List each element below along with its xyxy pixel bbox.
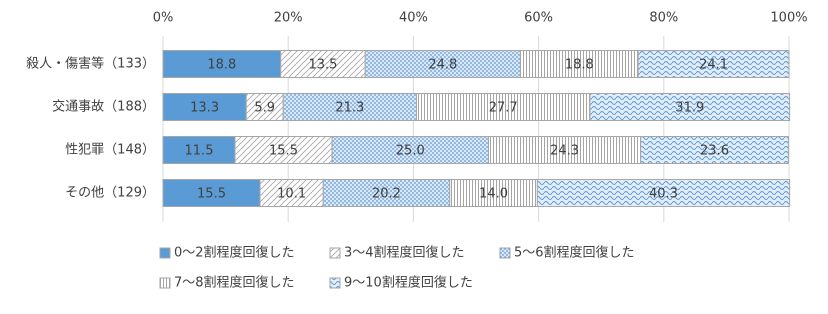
data-label: 21.3	[335, 101, 364, 116]
bar-segment	[331, 136, 490, 164]
data-label: 23.6	[700, 144, 729, 159]
bar-segment	[416, 93, 591, 121]
category-label: 殺人・傷害等（133）	[26, 56, 155, 72]
data-label: 13.5	[308, 58, 337, 73]
legend-label: 7～8割程度回復した	[174, 275, 295, 291]
bar-segment	[245, 93, 284, 121]
bar-segment	[234, 136, 333, 164]
data-label: 40.3	[649, 187, 678, 202]
data-label: 13.3	[190, 101, 219, 116]
data-label: 25.0	[396, 144, 425, 159]
data-label: 27.7	[489, 101, 518, 116]
bar-segment	[589, 93, 791, 121]
legend-label: 3～4割程度回復した	[344, 245, 465, 261]
x-tick-label: 60%	[524, 11, 553, 26]
x-tick-label: 100%	[770, 11, 807, 26]
legend-swatch	[159, 277, 171, 289]
data-label: 11.5	[185, 144, 214, 159]
x-tick-label: 40%	[399, 11, 428, 26]
legend-label: 9～10割程度回復した	[344, 275, 473, 291]
bar-segment	[282, 93, 418, 121]
legend-swatch	[329, 277, 341, 289]
category-label: 交通事故（188）	[52, 99, 155, 115]
bar-segment	[488, 136, 642, 164]
data-label: 20.2	[372, 187, 401, 202]
bar-segment	[322, 179, 451, 207]
legend-label: 5～6割程度回復した	[514, 245, 635, 261]
x-tick-label: 20%	[274, 11, 303, 26]
data-label: 24.1	[699, 58, 728, 73]
legend-label: 0～2割程度回復した	[174, 245, 295, 261]
data-label: 31.9	[675, 101, 704, 116]
x-tick-label: 0%	[153, 11, 174, 26]
x-tick-label: 80%	[649, 11, 678, 26]
bar-segment	[637, 50, 790, 78]
bar-segment	[519, 50, 639, 78]
legend-swatch	[329, 247, 341, 259]
data-label: 15.5	[197, 187, 226, 202]
bar-segment	[536, 179, 791, 207]
data-label: 18.8	[207, 58, 236, 73]
category-label: その他（129）	[65, 186, 155, 201]
category-label: 性犯罪（148）	[65, 143, 155, 158]
data-label: 24.3	[550, 144, 579, 159]
bar-segment	[162, 93, 247, 121]
data-label: 10.1	[277, 187, 306, 202]
data-label: 15.5	[269, 144, 298, 159]
bar-segment	[640, 136, 789, 164]
bar-segment	[259, 179, 324, 207]
data-label: 18.8	[565, 58, 594, 73]
bar-segment	[162, 136, 236, 164]
legend-swatch	[159, 247, 171, 259]
bar-segment	[162, 50, 282, 78]
legend-swatch	[499, 247, 511, 259]
data-label: 5.9	[254, 101, 275, 116]
data-label: 14.0	[479, 187, 508, 202]
data-label: 24.8	[428, 58, 457, 73]
